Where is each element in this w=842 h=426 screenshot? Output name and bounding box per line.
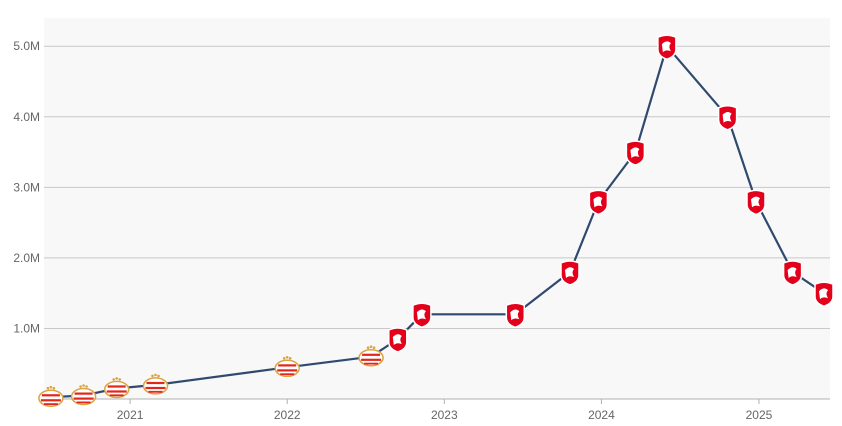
y-tick-label: 3.0M bbox=[13, 180, 40, 194]
y-tick-label: 1.0M bbox=[13, 321, 40, 335]
y-tick-label: 4.0M bbox=[13, 110, 40, 124]
y-tick-label: 2.0M bbox=[13, 251, 40, 265]
fc-twente-crest-icon[interactable] bbox=[412, 302, 432, 329]
fc-twente-crest-icon[interactable] bbox=[388, 327, 408, 353]
x-axis-ticks: 2021 2022 2023 2024 2025 bbox=[117, 399, 773, 422]
fc-twente-crest-icon[interactable] bbox=[560, 260, 580, 286]
fc-twente-crest-icon[interactable] bbox=[505, 302, 526, 329]
fc-twente-crest-icon[interactable] bbox=[657, 34, 677, 60]
y-axis-ticks: 1.0M 2.0M 3.0M 4.0M 5.0M bbox=[13, 39, 40, 335]
x-tick-label: 2023 bbox=[431, 408, 458, 422]
psv-crest-icon[interactable] bbox=[70, 384, 97, 406]
x-tick-label: 2021 bbox=[117, 408, 144, 422]
data-markers bbox=[38, 34, 834, 407]
psv-crest-icon[interactable] bbox=[274, 356, 300, 378]
x-tick-label: 2024 bbox=[588, 408, 615, 422]
grid-lines bbox=[44, 45, 830, 329]
x-tick-label: 2025 bbox=[746, 408, 773, 422]
fc-twente-crest-icon[interactable] bbox=[746, 189, 766, 216]
y-tick-label: 5.0M bbox=[13, 39, 40, 53]
fc-twente-crest-icon[interactable] bbox=[782, 260, 803, 286]
plot-background bbox=[44, 18, 830, 399]
fc-twente-crest-icon[interactable] bbox=[814, 281, 834, 307]
fc-twente-crest-icon[interactable] bbox=[588, 189, 609, 216]
fc-twente-crest-icon[interactable] bbox=[717, 105, 738, 131]
x-tick-label: 2022 bbox=[274, 408, 301, 422]
psv-crest-icon[interactable] bbox=[38, 385, 64, 407]
fc-twente-crest-icon[interactable] bbox=[625, 140, 646, 166]
psv-crest-icon[interactable] bbox=[142, 373, 169, 395]
psv-crest-icon[interactable] bbox=[103, 377, 130, 399]
psv-crest-icon[interactable] bbox=[358, 345, 384, 367]
